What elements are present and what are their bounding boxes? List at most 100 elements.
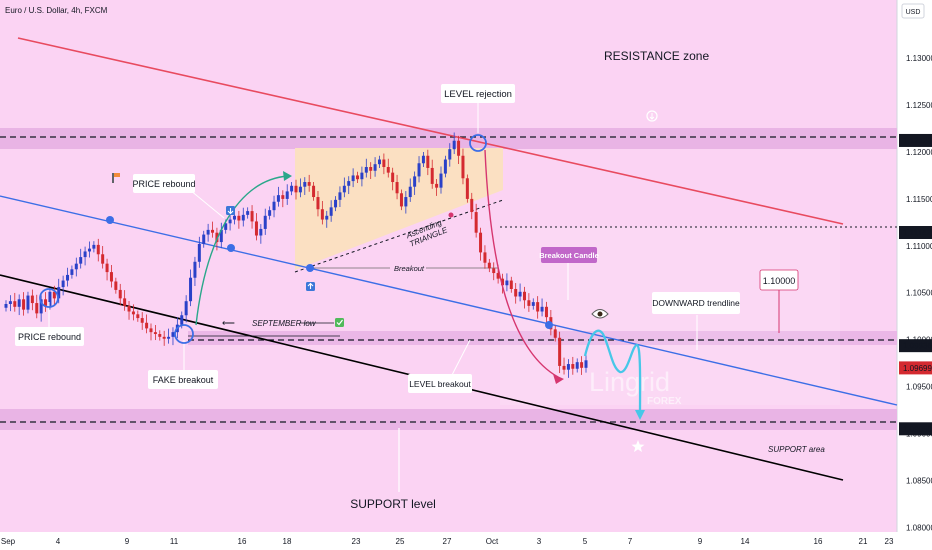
price-axis-background: [897, 0, 932, 532]
candle-body: [487, 262, 491, 269]
candle-body: [351, 175, 355, 182]
level-rejection-circle-marker: [469, 134, 487, 152]
candle-body: [228, 219, 232, 224]
ascending-triangle-area: [295, 148, 503, 270]
level-breakout-label: LEVEL breakout: [409, 379, 471, 389]
y-tick-label: 1.11000: [906, 242, 932, 251]
candle-body: [347, 181, 351, 186]
price-rebound-arrowhead: [283, 171, 292, 181]
x-tick-label: Sep: [1, 537, 16, 546]
x-tick-label: 27: [443, 537, 452, 546]
candle-body: [272, 201, 276, 211]
candle-body: [241, 214, 245, 221]
candle-body: [4, 304, 8, 308]
september-low-label: SEPTEMBER low: [252, 319, 317, 328]
candle-body: [518, 291, 522, 297]
y-tick-label: 1.12000: [906, 148, 932, 157]
level-tag-label: 1.11142: [903, 229, 931, 238]
level-tag-box: [899, 422, 932, 436]
candle-body: [439, 173, 443, 188]
down-arrow-glyph-icon: [227, 208, 234, 215]
candle-body: [435, 183, 439, 188]
candle-body: [197, 243, 201, 262]
candle-body: [316, 197, 320, 210]
candle-body: [404, 197, 408, 207]
y-tick-label: 1.08000: [906, 523, 932, 532]
candle-body: [281, 195, 285, 199]
candle-body: [237, 215, 241, 221]
level-rejection-box: [441, 84, 515, 103]
candle-body: [325, 215, 329, 220]
candle-body: [514, 288, 518, 297]
candle-body: [13, 301, 17, 307]
level-tag-label: 1.12123: [903, 136, 932, 145]
level-tag-label: 1.09699: [903, 364, 932, 373]
candle-body: [553, 329, 557, 338]
x-tick-label: 23: [885, 537, 894, 546]
resistance-trendline: [17, 37, 844, 225]
x-tick-label: Oct: [486, 537, 499, 546]
downward-trendline-box: [652, 292, 740, 314]
september-low-arrow: ⟵: [222, 318, 235, 328]
candle-body: [575, 362, 579, 369]
candle-body: [457, 140, 461, 156]
sell-flag-icon: [112, 173, 114, 183]
x-tick-label: 3: [537, 537, 542, 546]
level-zone-band: [188, 331, 897, 345]
candle-body: [395, 182, 399, 194]
rebound-circle-marker: [39, 288, 59, 308]
candle-body: [413, 176, 417, 187]
symbol-title: Euro / U.S. Dollar, 4h, FXCM: [5, 6, 108, 15]
eye-pupil-icon: [597, 311, 603, 317]
x-tick-label: 9: [698, 537, 703, 546]
candles: [4, 132, 588, 378]
candle-body: [87, 248, 91, 252]
x-tick-label: 4: [56, 537, 61, 546]
candle-body: [474, 212, 478, 233]
level-breakout-pointer: [451, 339, 471, 376]
check-mark-glyph-icon: [336, 319, 343, 326]
candle-body: [501, 278, 505, 286]
downward-trendline: [0, 195, 898, 406]
candle-body: [285, 191, 289, 199]
candle-body: [566, 364, 570, 370]
price-rebound-left-label: PRICE rebound: [18, 332, 81, 342]
candle-body: [219, 229, 223, 243]
price-rebound-top-box: [133, 174, 195, 193]
x-tick-label: 23: [352, 537, 361, 546]
candle-body: [96, 244, 100, 255]
y-tick-label: 1.11500: [906, 195, 932, 204]
triangle-top-dot: [448, 212, 454, 218]
candle-body: [184, 301, 188, 316]
candle-body: [399, 193, 403, 207]
candle-body: [105, 263, 109, 273]
candle-body: [377, 159, 381, 165]
candle-body: [52, 291, 56, 299]
candle-body: [421, 155, 425, 164]
candle-body: [30, 295, 34, 304]
time-axis-background: [0, 532, 932, 550]
candle-body: [250, 211, 254, 222]
level-breakout-box: [408, 374, 472, 393]
candle-body: [430, 167, 434, 184]
candle-body: [189, 277, 193, 302]
y-tick-label: 1.12500: [906, 101, 932, 110]
x-tick-label: 7: [628, 537, 633, 546]
watermark-sub: FOREX: [647, 396, 682, 407]
candle-body: [338, 192, 342, 200]
currency-badge[interactable]: USD: [906, 9, 921, 16]
price-rebound-top-pointer: [189, 189, 225, 219]
info-circle-arrow-icon: [649, 113, 655, 120]
candle-body: [224, 223, 228, 230]
candle-body: [531, 302, 535, 306]
currency-badge-box[interactable]: [901, 3, 925, 19]
candle-body: [109, 272, 113, 282]
candle-body: [79, 257, 83, 264]
candle-body: [149, 328, 153, 333]
downward-trendline-label: DOWNWARD trendline: [652, 298, 740, 308]
candle-body: [118, 289, 122, 299]
candle-body: [465, 178, 469, 199]
resistance-zone-label: RESISTANCE zone: [604, 49, 709, 63]
fake-breakout-circle-marker: [174, 324, 194, 344]
watermark-main: Lingrid: [589, 367, 670, 397]
